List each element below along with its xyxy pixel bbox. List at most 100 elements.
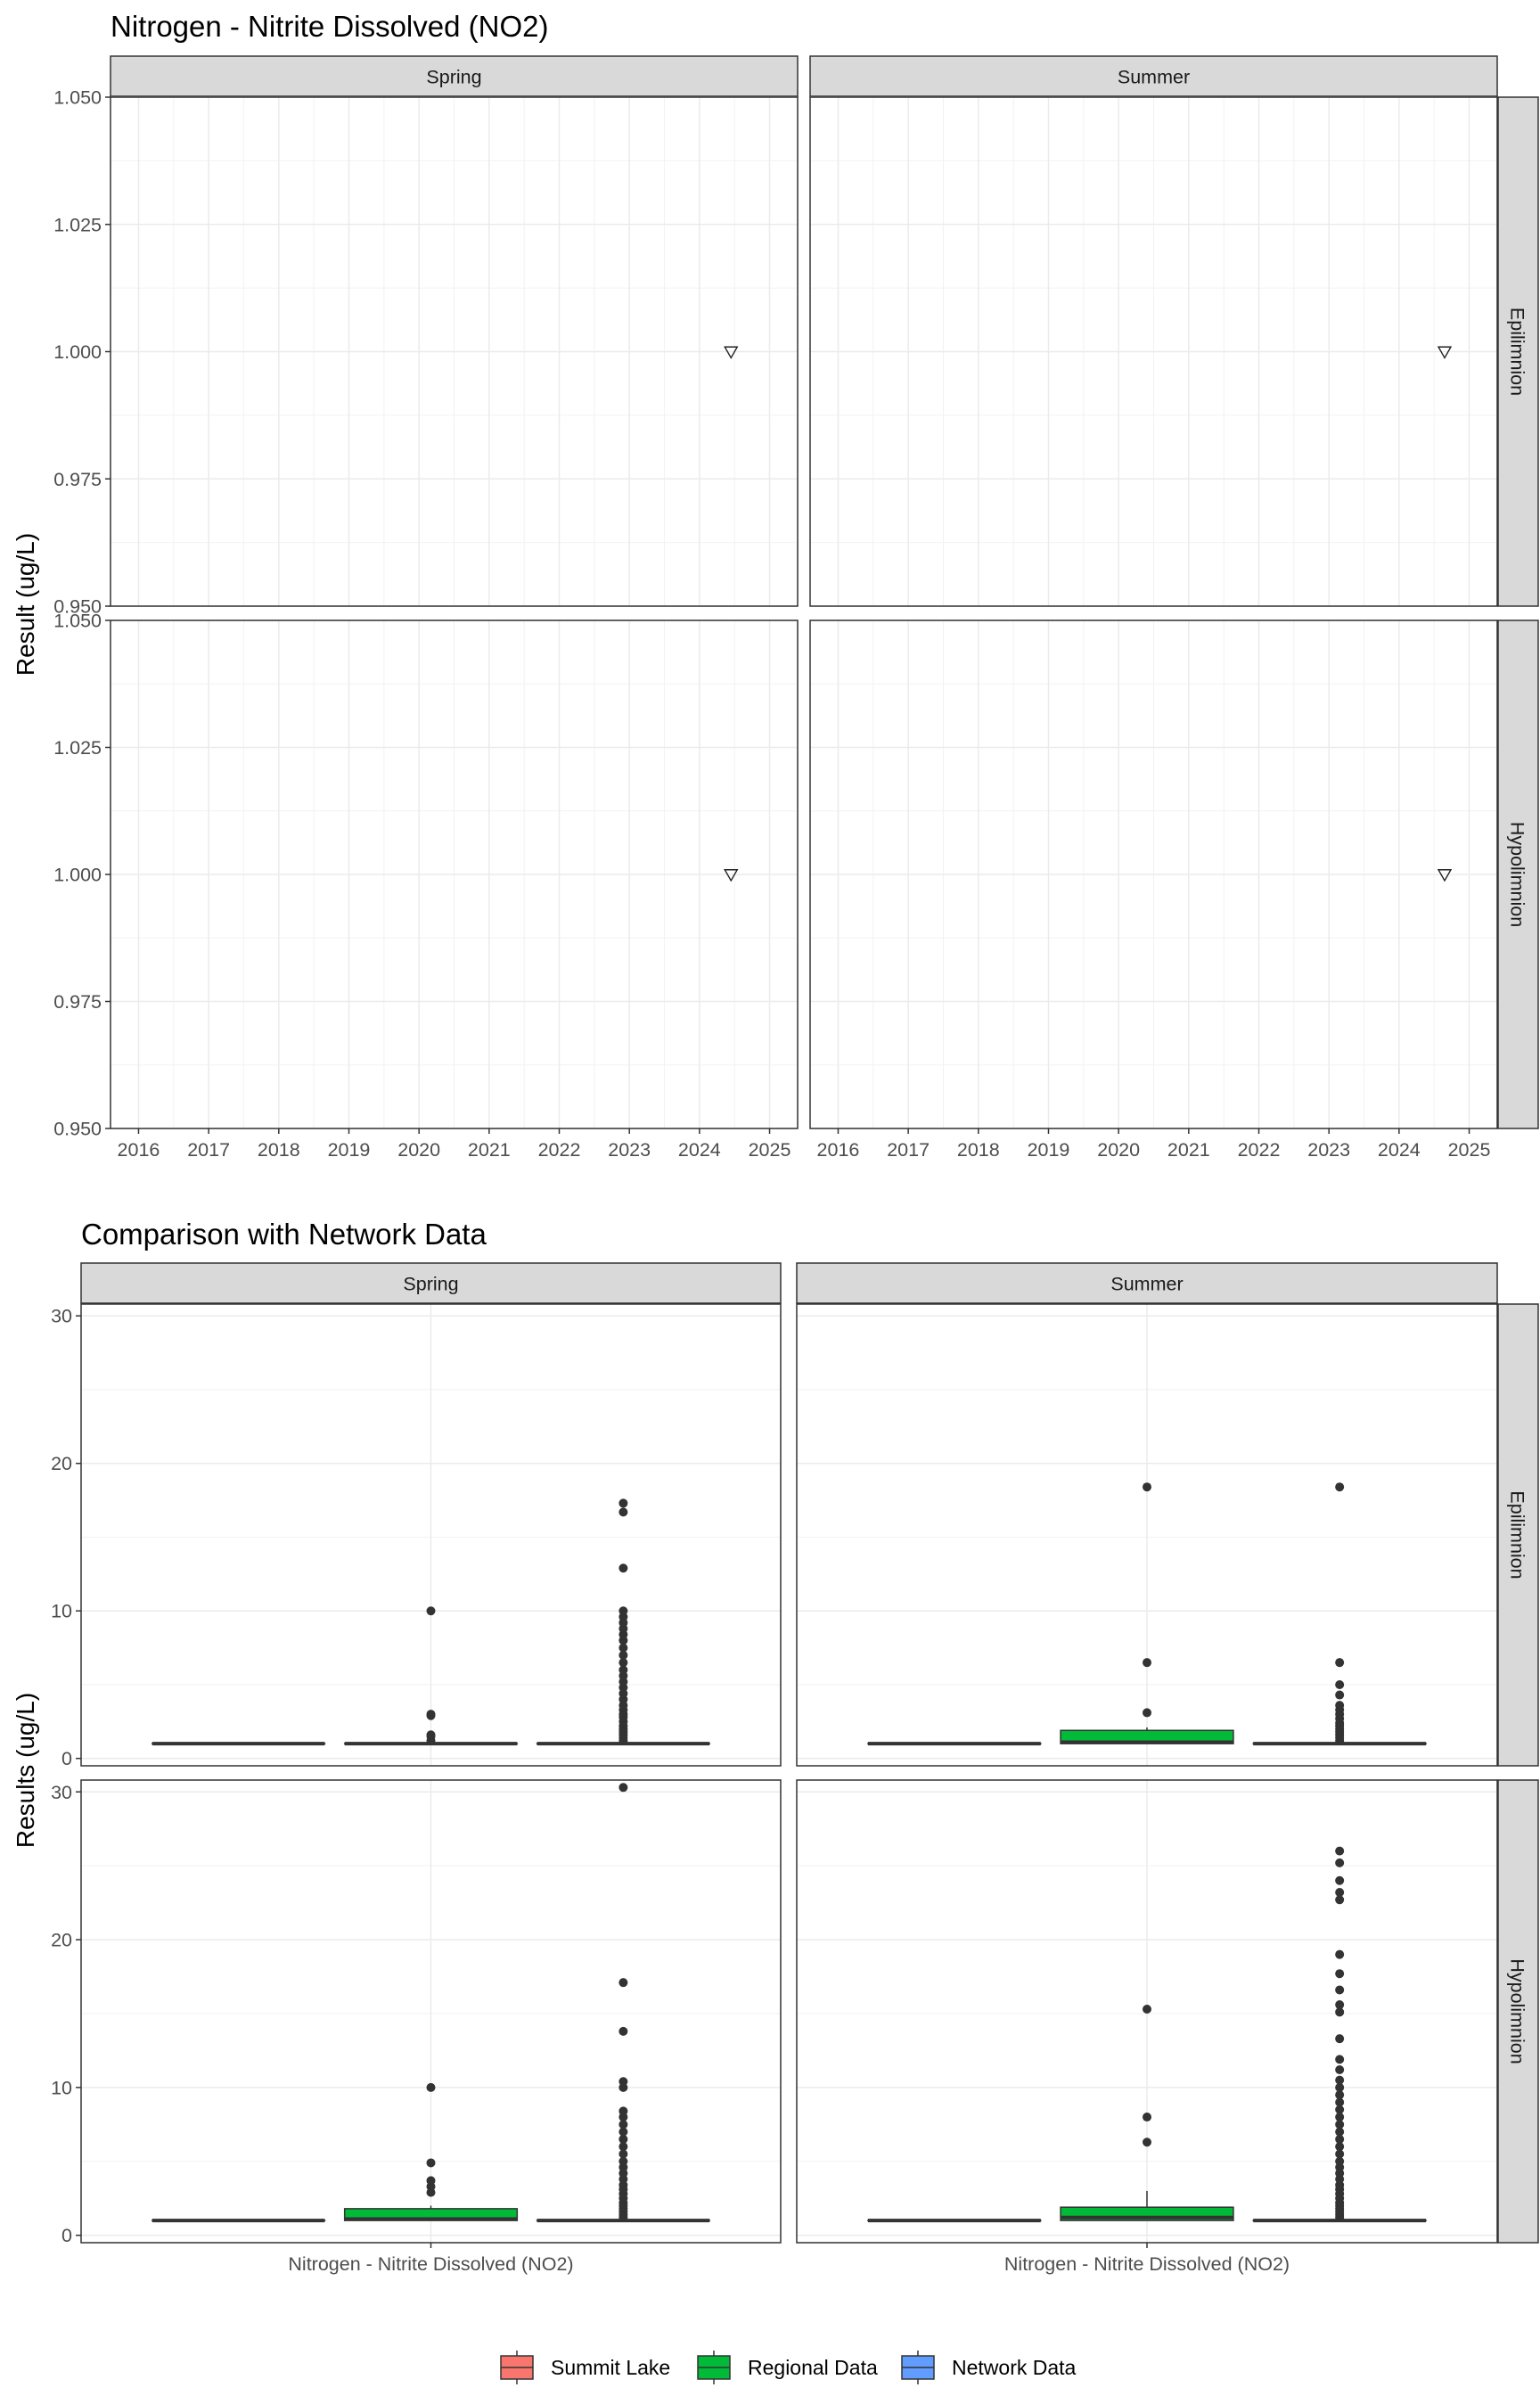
outlier-point — [426, 2082, 436, 2092]
y-tick-label: 10 — [51, 1601, 72, 1622]
outlier-point — [1143, 2113, 1151, 2122]
outlier-point — [1335, 1858, 1345, 1867]
y-tick-label: 1.050 — [53, 87, 102, 109]
box-network-data — [1252, 1846, 1427, 2223]
outlier-point — [1335, 1658, 1345, 1668]
outlier-point — [1335, 1482, 1345, 1492]
x-tick-label: 2022 — [538, 1139, 581, 1161]
outlier-point — [618, 2142, 628, 2152]
outlier-point — [618, 1507, 628, 1517]
outlier-point — [618, 2149, 628, 2159]
facet-panel — [80, 1303, 782, 1767]
outlier-point — [1335, 2000, 1345, 2010]
outlier-point — [1335, 2105, 1345, 2114]
outlier-point — [1335, 2142, 1345, 2152]
facet-panel — [809, 620, 1498, 1129]
outlier-point — [1335, 2034, 1345, 2044]
outlier-point — [1335, 2120, 1345, 2129]
y-tick-label: 20 — [51, 1930, 72, 1951]
facet-panel — [80, 1779, 782, 2244]
outlier-point — [1335, 2082, 1345, 2092]
facet-panel — [796, 1303, 1498, 1767]
outlier-point — [426, 1710, 436, 1719]
facet-strip-label: Summer — [1118, 67, 1190, 88]
outlier-point — [618, 1665, 628, 1675]
outlier-point — [1143, 2138, 1151, 2147]
facet-strip-spring — [110, 55, 799, 97]
y-tick-label: 1.000 — [53, 341, 102, 363]
timeseries-chart: Nitrogen - Nitrite Dissolved (NO2) Resul… — [12, 10, 1539, 1161]
outlier-point — [1335, 2156, 1345, 2166]
outlier-point — [1335, 1949, 1345, 1959]
outlier-point — [1143, 1482, 1151, 1492]
outlier-point — [618, 1498, 628, 1508]
y-tick-label: 0.950 — [53, 1119, 102, 1140]
outlier-point — [1335, 2097, 1345, 2107]
x-tick-label: 2025 — [1448, 1139, 1491, 1161]
legend-label: Summit Lake — [551, 2356, 670, 2379]
y-tick-label: 1.000 — [53, 865, 102, 886]
outlier-point — [1335, 2113, 1345, 2122]
data-point — [724, 869, 739, 882]
box-regional-data — [343, 1606, 519, 1746]
facet-strip-hypolimnion — [1497, 620, 1539, 1129]
timeseries-y-axis-title: Result (ug/L) — [12, 533, 39, 676]
x-tick-label: 2018 — [957, 1139, 1000, 1161]
timeseries-facet-panels: Spring Summer Epilimnion Hypolimnion 0.950 0.… — [53, 55, 1539, 1161]
outlier-point — [1143, 1708, 1151, 1718]
facet-panel — [796, 1779, 1498, 2244]
outlier-point — [426, 2158, 436, 2168]
y-tick-label: 20 — [51, 1453, 72, 1474]
facet-strip-epilimnion — [1497, 96, 1539, 607]
panel-border — [809, 620, 1498, 1129]
legend-label: Network Data — [952, 2356, 1077, 2379]
legend-key-network-data — [901, 2351, 935, 2384]
facet-strip-label: Spring — [426, 67, 481, 88]
x-tick-label: 2023 — [608, 1139, 651, 1161]
outlier-point — [1143, 1658, 1151, 1668]
outlier-point — [1335, 1985, 1345, 1995]
facet-strip-label: Hypolimnion — [1507, 1958, 1528, 2064]
facet-strip-hypolimnion — [1497, 1779, 1539, 2244]
outlier-point — [1335, 1888, 1345, 1898]
outlier-point — [1335, 1875, 1345, 1885]
boxplot-facet-panels: Spring Summer Epilimnion Hypolimnion 0 10 20 30… — [51, 1262, 1539, 2275]
y-tick-label: 0.975 — [53, 991, 102, 1013]
outlier-point — [1335, 1846, 1345, 1856]
outlier-point — [1335, 1895, 1345, 1905]
outlier-point — [618, 2106, 628, 2116]
y-tick-label: 0 — [61, 1748, 72, 1769]
outlier-point — [1335, 2090, 1345, 2100]
panel-border — [796, 1303, 1498, 1767]
x-tick-label: 2024 — [678, 1139, 721, 1161]
outlier-point — [1335, 2064, 1345, 2074]
x-tick-label: 2019 — [328, 1139, 371, 1161]
facet-panel — [110, 620, 799, 1129]
x-tick-label: 2024 — [1378, 1139, 1421, 1161]
x-tick-label: 2022 — [1238, 1139, 1281, 1161]
x-tick-label: 2018 — [258, 1139, 300, 1161]
outlier-point — [1335, 2149, 1345, 2159]
outlier-point — [618, 1606, 628, 1616]
outlier-point — [618, 1650, 628, 1660]
facet-strip-label: Spring — [403, 1274, 458, 1295]
facet-strip-spring — [80, 1262, 782, 1304]
x-tick-label: 2017 — [187, 1139, 230, 1161]
outlier-point — [1335, 1701, 1345, 1711]
outlier-point — [618, 1658, 628, 1668]
x-tick-label: 2016 — [118, 1139, 160, 1161]
outlier-point — [618, 2077, 628, 2087]
x-tick-label: 2017 — [887, 1139, 930, 1161]
outlier-point — [618, 2026, 628, 2036]
y-tick-label: 10 — [51, 2077, 72, 2098]
legend-key-summit-lake — [500, 2351, 534, 2384]
outlier-point — [618, 1783, 628, 1793]
x-tick-label: 2021 — [1167, 1139, 1210, 1161]
outlier-point — [1335, 2134, 1345, 2144]
facet-strip-label: Epilimnion — [1507, 308, 1528, 396]
x-tick-label: 2020 — [397, 1139, 440, 1161]
outlier-point — [618, 2156, 628, 2166]
panel-border — [809, 96, 1498, 607]
boxplot-chart: Comparison with Network Data Results (ug… — [12, 1218, 1539, 2384]
